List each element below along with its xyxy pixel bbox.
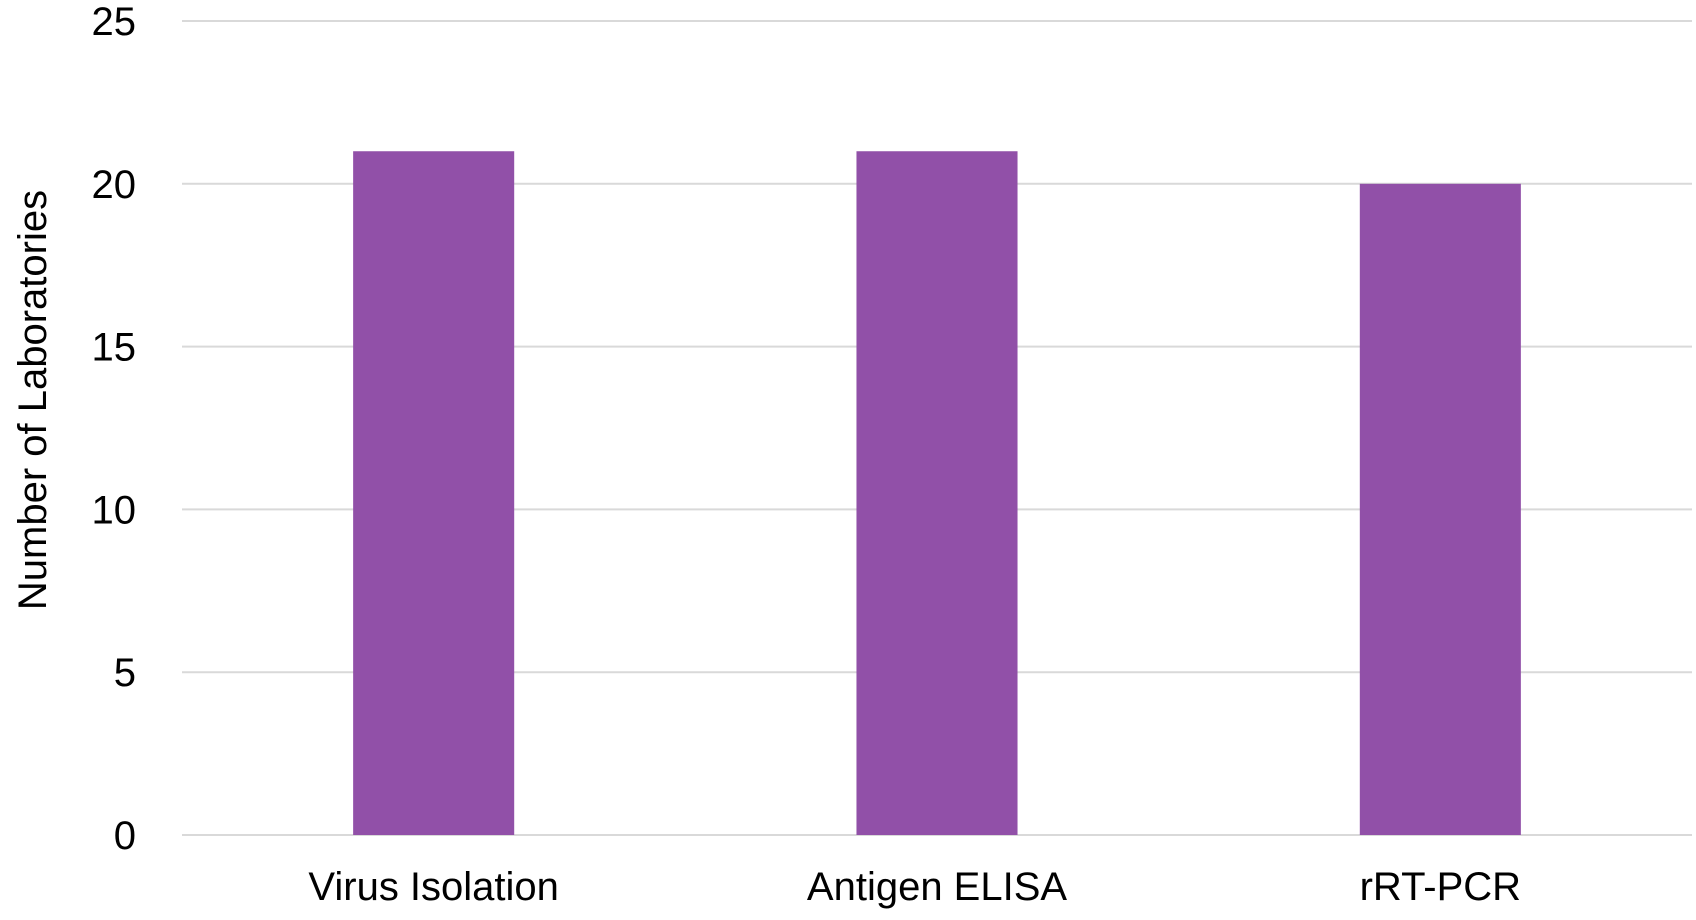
x-category-label: rRT-PCR (1360, 865, 1521, 909)
x-category-labels: Virus Isolation Antigen ELISA rRT-PCR (308, 865, 1521, 909)
y-tick-label: 10 (92, 488, 137, 532)
y-tick-label: 15 (92, 326, 137, 370)
bars (353, 151, 1521, 836)
y-tick-label: 25 (92, 0, 137, 44)
y-tick-label: 0 (114, 814, 136, 858)
y-tick-labels: 0 5 10 15 20 25 (92, 0, 137, 858)
y-tick-label: 5 (114, 651, 136, 695)
y-tick-label: 20 (92, 163, 137, 207)
x-category-label: Antigen ELISA (807, 865, 1067, 909)
y-axis-label: Number of Laboratories (11, 190, 55, 610)
bar-antigen-elisa (856, 151, 1018, 836)
bar-virus-isolation (353, 151, 515, 836)
x-category-label: Virus Isolation (308, 865, 559, 909)
bar-rrt-pcr (1359, 183, 1521, 836)
